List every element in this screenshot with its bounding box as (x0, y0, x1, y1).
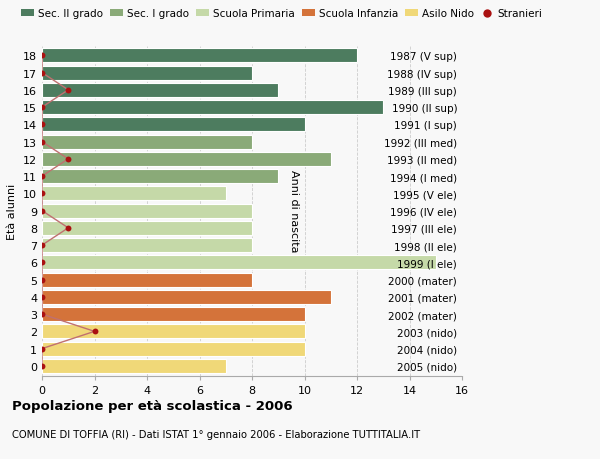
Point (37, 294, 47, 301)
Y-axis label: Anni di nascita: Anni di nascita (289, 170, 299, 252)
Bar (42, 49, 357, 63)
Point (37, 70, 47, 77)
Legend: Sec. II grado, Sec. I grado, Scuola Primaria, Scuola Infanzia, Asilo Nido, Stran: Sec. II grado, Sec. I grado, Scuola Prim… (17, 5, 547, 23)
Point (37, 363, 47, 370)
Point (64, 87, 73, 95)
Bar (42, 359, 226, 373)
Bar (42, 187, 226, 201)
Bar (42, 135, 252, 149)
Bar (42, 67, 252, 80)
Bar (42, 170, 278, 184)
Point (37, 139, 47, 146)
Point (37, 259, 47, 266)
Point (37, 311, 47, 318)
Bar (42, 239, 252, 252)
Point (37, 104, 47, 112)
Bar (42, 342, 305, 356)
Point (37, 173, 47, 180)
Text: COMUNE DI TOFFIA (RI) - Dati ISTAT 1° gennaio 2006 - Elaborazione TUTTITALIA.IT: COMUNE DI TOFFIA (RI) - Dati ISTAT 1° ge… (12, 429, 420, 439)
Point (37, 276, 47, 284)
Point (37, 121, 47, 129)
Point (64, 156, 73, 163)
Bar (42, 221, 252, 235)
Point (90, 328, 100, 335)
Bar (42, 204, 252, 218)
Bar (42, 101, 383, 115)
Bar (42, 152, 331, 167)
Y-axis label: Età alunni: Età alunni (7, 183, 17, 239)
Text: Popolazione per età scolastica - 2006: Popolazione per età scolastica - 2006 (12, 399, 293, 412)
Bar (42, 325, 305, 339)
Bar (42, 256, 436, 270)
Point (64, 225, 73, 232)
Bar (42, 118, 305, 132)
Point (37, 52, 47, 60)
Point (37, 345, 47, 353)
Point (37, 242, 47, 249)
Point (37, 207, 47, 215)
Bar (42, 308, 305, 321)
Bar (42, 290, 331, 304)
Point (37, 190, 47, 197)
Bar (42, 273, 252, 287)
Bar (42, 84, 278, 98)
